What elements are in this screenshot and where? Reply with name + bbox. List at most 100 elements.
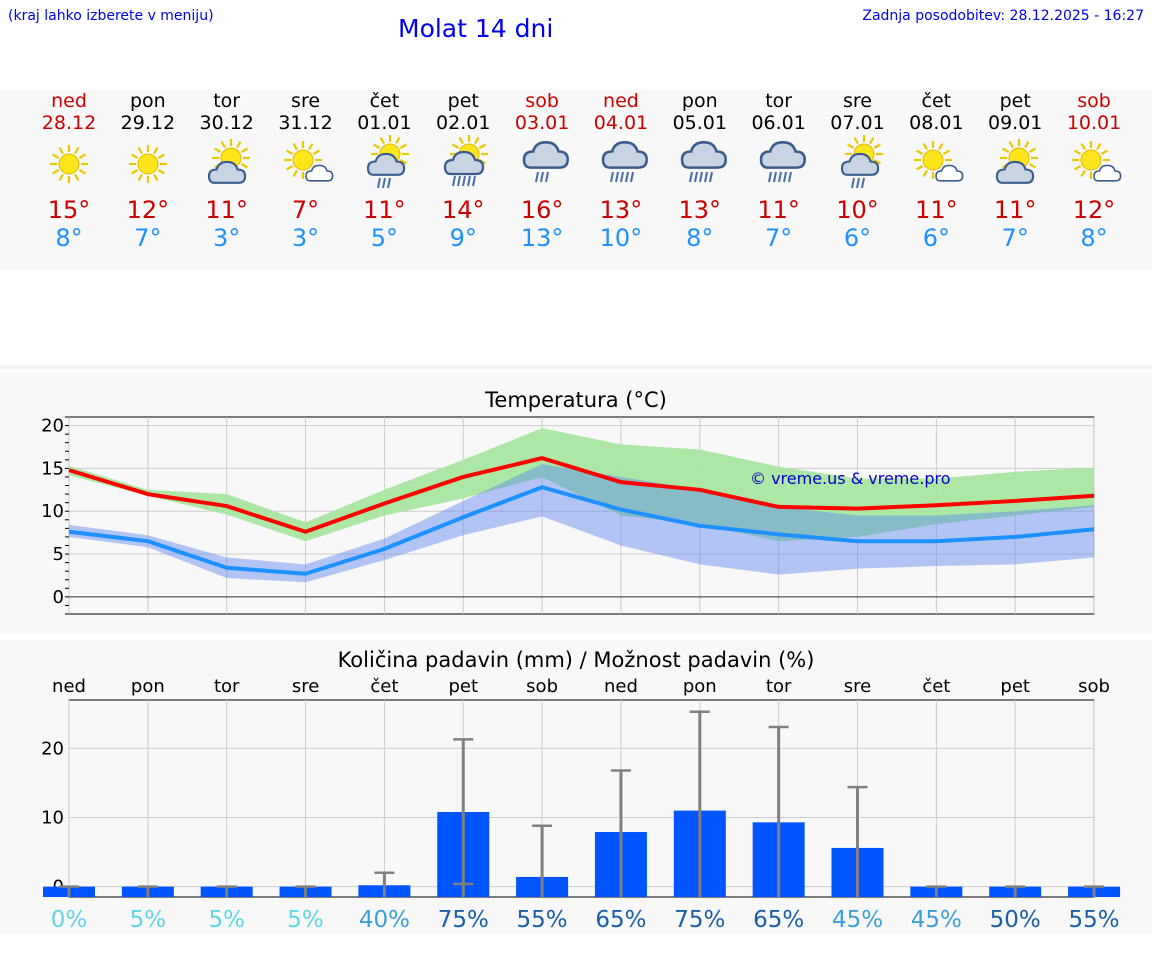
min-temp: 13° (520, 224, 564, 252)
min-range-band (69, 464, 1095, 583)
day-column: tor 30.12 11° 3° (187, 90, 267, 252)
sun-small-cloud-icon (914, 141, 964, 182)
temperature-chart: 0 5 10 15 20 © vreme.us & vreme.pro (41, 416, 1095, 615)
precipitation-probability: 5% (130, 907, 167, 933)
temperature-chart-title: Temperatura (°C) (485, 388, 667, 412)
day-label: sre (292, 676, 319, 697)
sun-cloud-rain-icon (840, 135, 883, 189)
day-date: 10.01 (1066, 112, 1122, 134)
day-name: čet (369, 90, 400, 112)
precipitation-chart: ned pon tor sre čet pet sob ned pon tor sre čet pet s… (41, 676, 1121, 933)
day-name: ned (51, 90, 87, 112)
day-label: ned (52, 676, 86, 697)
day-name: tor (765, 90, 793, 112)
day-date: 06.01 (751, 112, 806, 134)
min-temp: 3° (213, 224, 241, 252)
last-updated: Zadnja posodobitev: 28.12.2025 - 16:27 (862, 8, 1144, 24)
day-name: pet (999, 90, 1031, 112)
day-column: pon 29.12 12° 7° (108, 90, 188, 252)
cloud-heavy-rain-icon (601, 141, 648, 183)
sun-cloud-icon (207, 139, 250, 184)
max-temp: 12° (126, 196, 170, 224)
max-temp: 11° (205, 196, 248, 224)
max-temp: 7° (291, 196, 320, 224)
day-label: sre (844, 676, 871, 697)
day-date: 05.01 (672, 112, 727, 134)
precipitation-probability: 75% (438, 907, 489, 933)
max-temp: 12° (1072, 196, 1116, 224)
max-temp: 11° (363, 196, 406, 224)
day-label: tor (214, 676, 240, 697)
max-temperature-line (68, 456, 1095, 534)
day-column: pon 05.01 13° 8° (660, 90, 740, 252)
sun-cloud-heavy-rain-icon (444, 135, 489, 187)
y-tick-label: 15 (41, 458, 64, 479)
plot-area (68, 699, 1095, 898)
y-tick-label: 5 (53, 544, 64, 565)
precipitation-panel: Količina padavin (mm) / Možnost padavin … (0, 640, 1152, 934)
day-date: 03.01 (514, 112, 570, 134)
min-temp: 8° (55, 224, 83, 252)
precipitation-probability: 50% (990, 907, 1041, 933)
temperature-panel: Temperatura (°C) 0 5 10 15 20 © vreme.us & vr… (0, 372, 1152, 634)
cloud-rain-icon (522, 141, 570, 183)
day-name: ned (603, 90, 639, 112)
max-temp: 15° (47, 196, 91, 224)
sun-small-cloud-icon (283, 141, 333, 182)
day-column: čet 01.01 11° 5° (344, 90, 424, 252)
precipitation-probability: 65% (753, 907, 804, 933)
min-temperature-line (68, 485, 1095, 576)
min-temp: 7° (134, 224, 162, 252)
day-name: pon (129, 90, 166, 112)
precipitation-probability: 40% (359, 907, 410, 933)
day-label: pet (448, 676, 478, 697)
day-label: ned (604, 676, 638, 697)
day-label: pet (1000, 676, 1030, 697)
page-title: Molat 14 dni (398, 14, 554, 43)
day-name: tor (213, 90, 241, 112)
y-tick-label: 10 (41, 501, 64, 522)
watermark: © vreme.us & vreme.pro (750, 469, 951, 488)
day-label: čet (370, 676, 398, 697)
day-name: sre (291, 90, 321, 112)
day-label: sob (526, 676, 558, 697)
day-label: tor (766, 676, 792, 697)
day-date: 04.01 (593, 112, 649, 134)
precipitation-probability: 45% (911, 907, 962, 933)
y-tick-label: 20 (41, 738, 64, 759)
max-temp: 11° (915, 196, 958, 224)
sun-cloud-icon (996, 139, 1039, 184)
precipitation-probability: 75% (674, 907, 725, 933)
max-temp: 11° (993, 196, 1037, 224)
day-label: čet (922, 676, 950, 697)
sun-icon (128, 145, 167, 183)
min-temp: 6° (843, 224, 872, 252)
max-temp: 13° (599, 196, 643, 224)
day-column: čet 08.01 11° 6° (896, 90, 976, 252)
day-date: 28.12 (41, 112, 97, 134)
y-tick-label: 20 (41, 416, 64, 437)
min-temp: 5° (370, 224, 399, 252)
precipitation-chart-title: Količina padavin (mm) / Možnost padavin … (337, 648, 815, 672)
min-temp: 10° (599, 224, 643, 252)
sun-cloud-rain-icon (367, 135, 410, 189)
day-label: sob (1078, 676, 1110, 697)
day-column: tor 06.01 11° 7° (739, 90, 819, 252)
location-hint: (kraj lahko izberete v meniju) (8, 8, 214, 24)
day-label: pon (683, 676, 717, 697)
day-column: sob 10.01 12° 8° (1054, 90, 1134, 252)
sun-icon (50, 145, 88, 183)
day-column: sre 07.01 10° 6° (818, 90, 898, 252)
min-temp: 8° (1080, 224, 1108, 252)
day-column: pet 02.01 14° 9° (423, 90, 503, 252)
day-name: sre (843, 90, 872, 112)
min-temp: 6° (922, 224, 950, 252)
day-column: pet 09.01 11° 7° (975, 90, 1055, 252)
sun-small-cloud-icon (1072, 141, 1122, 182)
cloud-heavy-rain-icon (680, 141, 727, 183)
y-tick-label: 0 (53, 587, 64, 608)
max-temp: 10° (836, 196, 879, 224)
max-temp: 11° (757, 196, 800, 224)
day-name: pet (447, 90, 479, 112)
day-column: sre 31.12 7° 3° (266, 90, 346, 252)
